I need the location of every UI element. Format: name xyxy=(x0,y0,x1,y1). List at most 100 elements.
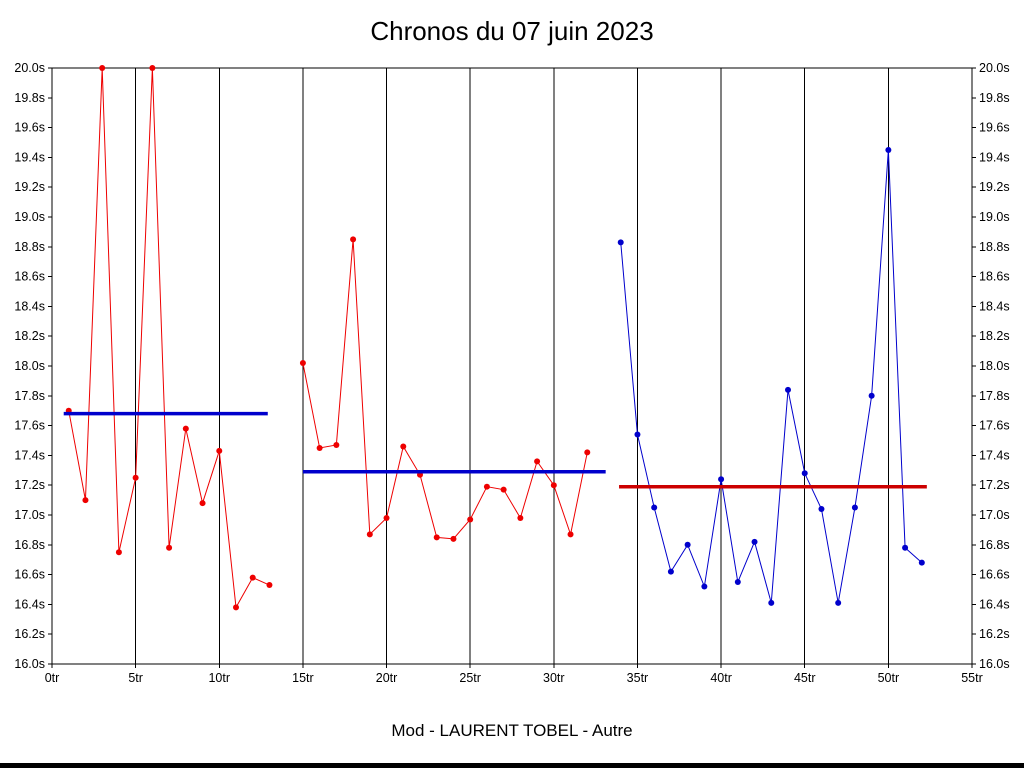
y-axis-label-left: 16.0s xyxy=(14,657,45,671)
y-axis-label-right: 19.0s xyxy=(979,210,1010,224)
y-axis-label-left: 17.2s xyxy=(14,478,45,492)
data-point-segment-3 xyxy=(617,239,624,246)
data-point-segment-1 xyxy=(166,544,173,551)
y-axis-label-right: 19.6s xyxy=(979,121,1010,135)
data-point-segment-3 xyxy=(801,470,808,477)
y-axis-label-right: 17.2s xyxy=(979,478,1010,492)
data-point-segment-1 xyxy=(233,604,239,611)
data-point-segment-2 xyxy=(483,483,490,490)
data-point-segment-3 xyxy=(734,579,741,586)
series-line-segment-3 xyxy=(620,149,923,604)
y-axis-label-left: 16.4s xyxy=(14,597,45,611)
y-axis-label-right: 19.2s xyxy=(979,180,1010,194)
bottom-border xyxy=(0,763,1024,768)
y-axis-label-right: 16.0s xyxy=(979,657,1010,671)
data-point-segment-1 xyxy=(216,447,223,454)
x-axis-label: 0tr xyxy=(45,671,60,685)
data-point-segment-3 xyxy=(651,504,658,511)
data-point-segment-3 xyxy=(835,599,842,606)
y-axis-label-left: 16.6s xyxy=(14,568,45,582)
y-axis-label-left: 18.6s xyxy=(14,270,45,284)
y-axis-label-right: 20.0s xyxy=(979,61,1010,75)
data-point-segment-2 xyxy=(500,486,507,493)
y-axis-label-right: 17.4s xyxy=(979,448,1010,462)
y-axis-label-left: 19.0s xyxy=(14,210,45,224)
y-axis-label-left: 18.0s xyxy=(14,359,45,373)
chart-caption: Mod - LAURENT TOBEL - Autre xyxy=(391,721,633,740)
data-point-segment-2 xyxy=(517,514,524,521)
y-axis-label-right: 16.8s xyxy=(979,538,1010,552)
y-axis-label-right: 16.4s xyxy=(979,597,1010,611)
y-axis-label-left: 17.6s xyxy=(14,419,45,433)
y-axis-label-right: 17.6s xyxy=(979,419,1010,433)
y-axis-label-left: 18.2s xyxy=(14,329,45,343)
data-point-segment-1 xyxy=(82,497,89,504)
data-point-segment-1 xyxy=(266,582,273,589)
data-point-segment-2 xyxy=(467,516,474,523)
y-axis-label-left: 19.6s xyxy=(14,121,45,135)
x-axis-label: 15tr xyxy=(292,671,314,685)
chart-title: Chronos du 07 juin 2023 xyxy=(370,16,654,46)
y-axis-label-right: 18.0s xyxy=(979,359,1010,373)
y-axis-label-left: 18.8s xyxy=(14,240,45,254)
y-axis-label-left: 17.4s xyxy=(14,448,45,462)
y-axis-label-right: 16.2s xyxy=(979,627,1010,641)
y-axis-label-right: 18.2s xyxy=(979,329,1010,343)
plot-frame xyxy=(51,67,973,665)
series-line-segment-1 xyxy=(68,67,270,609)
data-point-segment-3 xyxy=(634,431,641,438)
data-point-segment-2 xyxy=(400,443,407,450)
data-point-segment-2 xyxy=(450,535,457,542)
data-point-segment-2 xyxy=(383,514,390,521)
data-point-segment-3 xyxy=(718,476,725,483)
data-point-segment-3 xyxy=(751,538,758,545)
data-point-segment-2 xyxy=(333,441,340,448)
data-point-segment-2 xyxy=(299,360,306,367)
x-axis-label: 55tr xyxy=(961,671,983,685)
data-point-segment-3 xyxy=(902,544,909,551)
data-point-segment-2 xyxy=(316,444,323,451)
y-axis-label-right: 19.8s xyxy=(979,91,1010,105)
data-point-segment-1 xyxy=(182,425,189,432)
data-point-segment-3 xyxy=(851,504,858,511)
y-axis-label-right: 18.6s xyxy=(979,270,1010,284)
y-axis-label-right: 18.4s xyxy=(979,299,1010,313)
x-axis-label: 5tr xyxy=(128,671,143,685)
data-point-segment-1 xyxy=(149,65,156,71)
data-point-segment-1 xyxy=(99,65,106,71)
y-axis-label-right: 17.0s xyxy=(979,508,1010,522)
data-point-segment-3 xyxy=(701,583,708,590)
data-point-segment-2 xyxy=(584,449,591,456)
x-axis-label: 25tr xyxy=(459,671,481,685)
data-point-segment-1 xyxy=(249,574,256,581)
data-point-segment-2 xyxy=(550,482,557,489)
x-axis-label: 35tr xyxy=(627,671,649,685)
x-axis-label: 20tr xyxy=(376,671,398,685)
x-axis-label: 45tr xyxy=(794,671,816,685)
data-point-segment-3 xyxy=(918,559,925,566)
x-axis-label: 10tr xyxy=(208,671,230,685)
y-axis-label-left: 20.0s xyxy=(14,61,45,75)
data-point-segment-3 xyxy=(768,599,775,606)
x-axis-label: 50tr xyxy=(878,671,900,685)
y-axis-label-left: 17.0s xyxy=(14,508,45,522)
y-axis-label-left: 19.2s xyxy=(14,180,45,194)
data-point-segment-3 xyxy=(785,386,791,393)
data-point-segment-1 xyxy=(132,474,139,481)
data-point-segment-1 xyxy=(199,500,206,507)
data-point-segment-3 xyxy=(667,568,674,575)
data-point-segment-2 xyxy=(567,531,574,538)
y-axis-label-left: 16.8s xyxy=(14,538,45,552)
data-point-segment-3 xyxy=(885,146,892,153)
series-line-segment-2 xyxy=(302,239,588,540)
y-axis-label-right: 17.8s xyxy=(979,389,1010,403)
y-axis-label-right: 18.8s xyxy=(979,240,1010,254)
data-point-segment-2 xyxy=(433,534,440,541)
y-axis-label-left: 17.8s xyxy=(14,389,45,403)
data-point-segment-1 xyxy=(115,549,122,556)
data-point-segment-3 xyxy=(868,392,875,399)
y-axis-label-left: 16.2s xyxy=(14,627,45,641)
y-axis-label-left: 18.4s xyxy=(14,299,45,313)
data-point-segment-2 xyxy=(350,236,357,243)
